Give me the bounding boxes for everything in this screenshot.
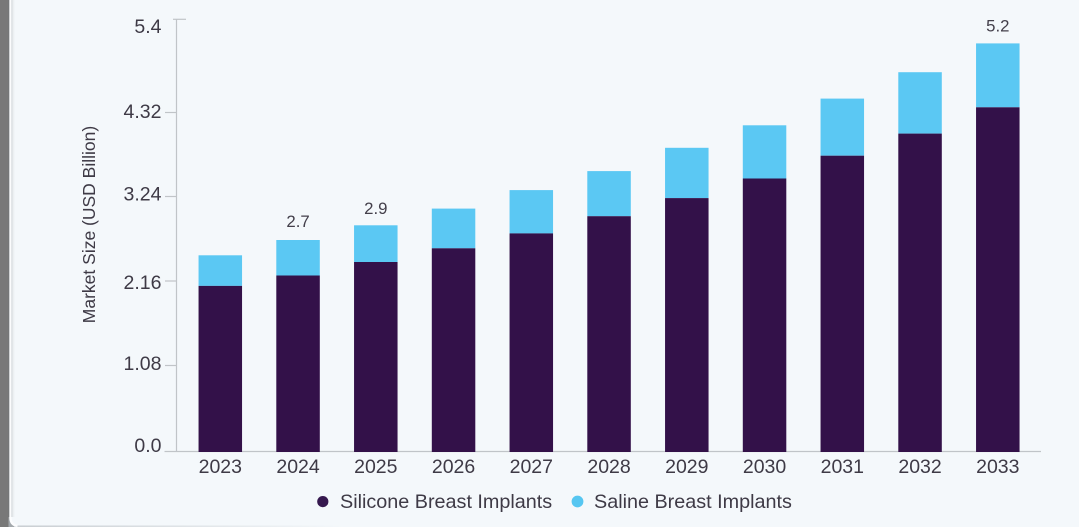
svg-text:2028: 2028 xyxy=(587,456,630,478)
svg-text:2027: 2027 xyxy=(510,456,553,478)
svg-text:5.2: 5.2 xyxy=(986,16,1009,35)
svg-text:4.32: 4.32 xyxy=(124,101,162,123)
svg-text:2032: 2032 xyxy=(898,456,941,478)
svg-text:2.7: 2.7 xyxy=(286,212,309,231)
svg-text:3.24: 3.24 xyxy=(124,184,162,206)
svg-text:2025: 2025 xyxy=(354,456,398,478)
svg-text:2.16: 2.16 xyxy=(124,272,162,294)
svg-text:2029: 2029 xyxy=(665,456,708,478)
svg-text:2031: 2031 xyxy=(821,456,864,478)
svg-text:0.0: 0.0 xyxy=(134,435,161,457)
svg-text:2.9: 2.9 xyxy=(364,199,387,218)
svg-text:2023: 2023 xyxy=(199,456,242,478)
svg-text:2026: 2026 xyxy=(432,456,475,478)
svg-text:Saline Breast Implants: Saline Breast Implants xyxy=(594,491,792,513)
svg-text:Silicone Breast Implants: Silicone Breast Implants xyxy=(340,491,552,513)
svg-text:Market Size (USD Billion): Market Size (USD Billion) xyxy=(79,126,99,323)
svg-text:1.08: 1.08 xyxy=(124,353,162,375)
svg-text:2024: 2024 xyxy=(276,456,320,478)
svg-text:5.4: 5.4 xyxy=(134,16,161,38)
svg-text:2030: 2030 xyxy=(743,456,787,478)
svg-text:2033: 2033 xyxy=(976,456,1019,478)
